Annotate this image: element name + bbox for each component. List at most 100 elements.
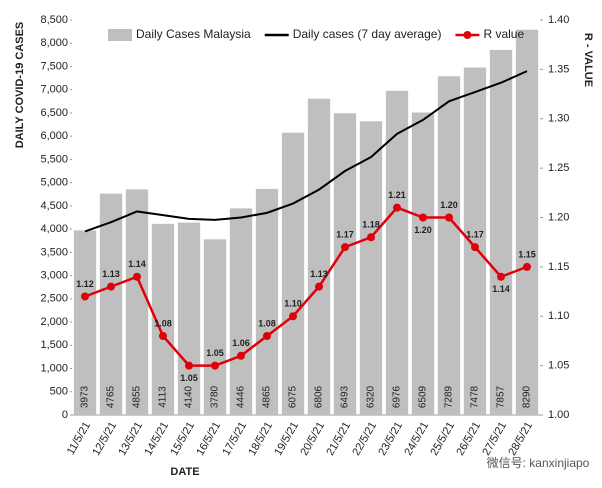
bar-label: 7478 <box>470 385 481 408</box>
point-label: 1.20 <box>414 225 432 235</box>
y-tick-label: 2,500 <box>40 293 68 305</box>
bar-label: 3973 <box>80 385 91 408</box>
legend-swatch <box>108 29 132 41</box>
y-tick-label: 6,000 <box>40 130 68 142</box>
x-tick-label: 14/5/21 <box>142 420 171 458</box>
line <box>84 70 528 233</box>
y-tick-label: 4,000 <box>40 223 68 235</box>
bar-label: 6806 <box>314 385 325 408</box>
bar <box>151 223 175 415</box>
x-tick-label: 24/5/21 <box>402 420 431 458</box>
bar-label: 4140 <box>184 385 195 408</box>
x-tick-label: 11/5/21 <box>65 420 93 457</box>
y2-tick-label: 1.30 <box>548 113 569 125</box>
point <box>445 213 453 222</box>
point <box>133 272 141 281</box>
y-tick-label: 3,000 <box>40 269 68 281</box>
bar <box>333 113 357 415</box>
x-tick-label: 23/5/21 <box>376 420 405 458</box>
bar-label: 6493 <box>340 385 351 408</box>
point <box>159 332 167 340</box>
point-label: 1.05 <box>180 373 198 383</box>
y-axis-title: DAILY COVID-19 CASES <box>14 22 26 149</box>
bar <box>229 208 253 415</box>
point <box>263 332 271 340</box>
bar-label: 7857 <box>496 385 507 408</box>
y-tick-label: 7,500 <box>40 60 68 72</box>
point <box>419 213 427 222</box>
bar-label: 8290 <box>522 385 533 408</box>
y-tick-label: 3,500 <box>40 246 68 258</box>
bar <box>359 121 383 416</box>
y-tick-label: 5,500 <box>40 153 68 165</box>
bar <box>437 76 461 415</box>
y2-tick-label: 1.20 <box>548 211 569 223</box>
y-tick-label: 8,000 <box>40 37 68 49</box>
point-label: 1.18 <box>362 220 380 230</box>
point-label: 1.05 <box>206 348 224 358</box>
point <box>367 233 375 242</box>
y-tick-label: 8,500 <box>40 14 68 26</box>
bar-label: 6976 <box>392 385 403 408</box>
point-label: 1.17 <box>466 230 484 240</box>
bar-label: 4113 <box>158 386 169 408</box>
y2-tick-label: 1.10 <box>548 310 569 322</box>
bar <box>99 193 123 415</box>
bar <box>177 222 201 415</box>
bar-label: 6320 <box>366 385 377 408</box>
y-tick-label: 7,000 <box>40 84 68 96</box>
bar <box>489 49 513 416</box>
point-label: 1.13 <box>102 269 120 279</box>
bar <box>203 239 227 415</box>
point-label: 1.10 <box>284 299 302 309</box>
line <box>84 206 528 367</box>
point <box>341 243 349 252</box>
bar <box>281 132 305 416</box>
bar-label: 3780 <box>210 385 221 408</box>
bar <box>385 90 409 416</box>
point <box>315 282 323 291</box>
point-label: 1.14 <box>128 259 146 269</box>
legend-label: R value <box>483 27 524 41</box>
bar-label: 6509 <box>418 385 429 408</box>
x-axis-title: DATE <box>170 466 199 478</box>
x-tick-label: 16/5/21 <box>194 420 223 458</box>
point <box>237 351 245 360</box>
point-label: 1.21 <box>388 190 406 200</box>
x-tick-label: 19/5/21 <box>272 420 301 458</box>
point-label: 1.08 <box>258 318 276 328</box>
y-tick-label: 0 <box>62 409 68 421</box>
bar <box>411 112 435 415</box>
x-tick-label: 25/5/21 <box>428 420 457 458</box>
y-tick-label: 1,000 <box>40 362 68 374</box>
x-tick-label: 17/5/21 <box>220 420 249 458</box>
y2-tick-label: 1.40 <box>548 14 569 26</box>
y-tick-label: 4,500 <box>40 200 68 212</box>
point <box>107 282 115 291</box>
point-label: 1.08 <box>154 318 172 328</box>
bar <box>255 188 279 415</box>
bar <box>73 230 97 415</box>
point <box>497 272 505 281</box>
point-label: 1.06 <box>232 338 250 348</box>
x-tick-label: 20/5/21 <box>298 420 327 458</box>
point <box>211 361 219 370</box>
x-tick-label: 22/5/21 <box>350 420 379 458</box>
y-tick-label: 2,000 <box>40 316 68 328</box>
point <box>185 361 193 370</box>
x-tick-label: 26/5/21 <box>454 420 483 458</box>
y2-tick-label: 1.05 <box>548 360 569 372</box>
y-tick-label: 500 <box>50 386 68 398</box>
x-tick-label: 18/5/21 <box>246 420 275 458</box>
x-tick-label: 28/5/21 <box>506 420 535 458</box>
y2-tick-label: 1.35 <box>548 63 569 75</box>
point-label: 1.13 <box>310 269 328 279</box>
legend-label: Daily Cases Malaysia <box>136 27 251 41</box>
point <box>393 203 401 212</box>
y-tick-label: 1,500 <box>40 339 68 351</box>
point-label: 1.14 <box>492 284 510 294</box>
bar-label: 4855 <box>132 385 143 408</box>
x-tick-label: 13/5/21 <box>116 420 145 458</box>
point-label: 1.15 <box>518 249 536 259</box>
